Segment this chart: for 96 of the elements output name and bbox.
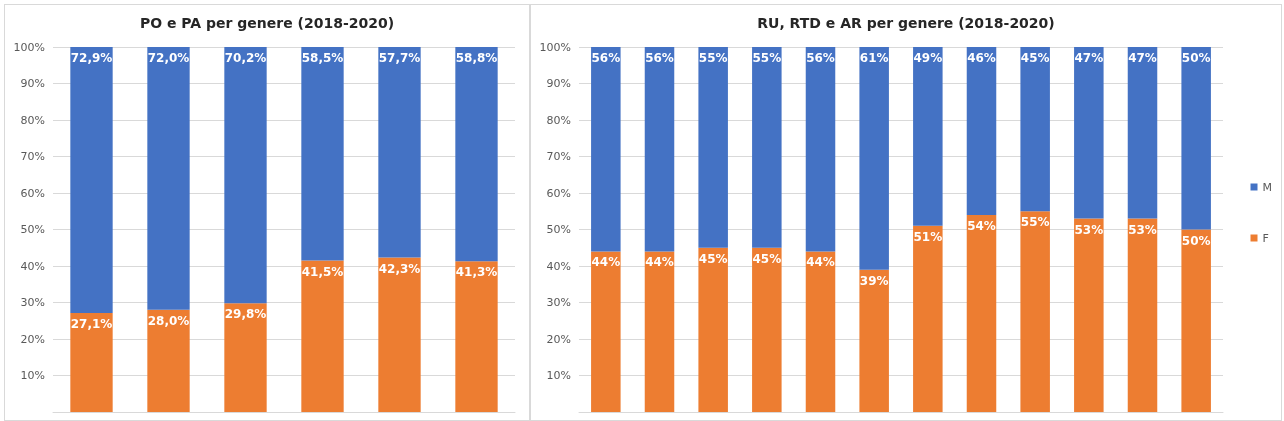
legend-label: M [1262, 180, 1273, 194]
y-tick-label: 90% [546, 77, 571, 90]
data-label: 45% [752, 251, 782, 266]
bar [805, 47, 836, 252]
data-label: 55% [752, 51, 782, 65]
data-label: 55% [698, 51, 728, 65]
bar [455, 47, 498, 262]
y-tick-label: 30% [546, 296, 571, 309]
bar [147, 47, 190, 310]
data-label: 53% [1074, 222, 1104, 237]
data-label: 50% [1181, 51, 1211, 65]
bar [378, 257, 421, 412]
bar [913, 225, 943, 412]
data-label: 72,9% [70, 51, 113, 65]
bar [591, 47, 621, 252]
data-label: 53% [1128, 222, 1157, 237]
bar [1127, 47, 1158, 219]
y-tick-label: 10% [20, 369, 45, 382]
bar [1020, 47, 1050, 212]
data-label: 70,2% [224, 51, 267, 65]
y-tick-label: 70% [546, 150, 571, 163]
bar [1074, 47, 1104, 219]
y-tick-label: 20% [20, 332, 45, 346]
y-tick-label: 10% [546, 369, 571, 382]
y-tick-label: 100% [539, 40, 571, 54]
data-label: 72,0% [147, 51, 190, 65]
bar [859, 269, 889, 412]
data-label: 56% [645, 51, 674, 65]
bar [378, 47, 421, 258]
bar [752, 247, 782, 412]
data-label: 41,5% [301, 264, 344, 279]
bar [1127, 218, 1158, 412]
data-label: 44% [645, 255, 674, 270]
y-tick-label: 80% [20, 113, 45, 127]
bar [644, 47, 675, 252]
data-label: 46% [967, 51, 996, 65]
y-tick-label: 50% [546, 223, 571, 236]
data-label: 41,3% [455, 265, 498, 280]
y-tick-label: 20% [546, 332, 571, 346]
bar [698, 247, 728, 412]
y-tick-label: 30% [20, 296, 45, 309]
y-tick-label: 80% [546, 113, 571, 127]
data-label: 56% [806, 51, 835, 65]
bar [805, 251, 836, 412]
bar [644, 251, 675, 412]
bar [224, 47, 267, 304]
data-label: 58,8% [455, 51, 498, 65]
bar [301, 47, 344, 261]
bar [70, 47, 113, 314]
chart-title: PO e PA per genere (2018-2020) [139, 15, 395, 31]
data-label: 58,5% [301, 51, 344, 65]
data-label: 51% [913, 229, 943, 244]
data-label: 50% [1181, 233, 1211, 248]
y-tick-label: 90% [20, 77, 45, 90]
data-label: 29,8% [224, 307, 267, 322]
bar [455, 261, 498, 412]
y-tick-label: 40% [20, 259, 45, 273]
bar [966, 47, 997, 215]
bar [966, 214, 997, 412]
data-label: 44% [806, 255, 835, 270]
bar [1181, 47, 1211, 230]
bar [147, 309, 190, 412]
bar [1074, 218, 1104, 412]
data-label: 47% [1074, 51, 1104, 65]
data-label: 47% [1128, 51, 1157, 65]
data-label: 39% [859, 273, 889, 288]
bar [70, 313, 113, 412]
data-label: 56% [591, 51, 621, 65]
data-label: 27,1% [70, 317, 113, 332]
bar [301, 260, 344, 412]
y-tick-label: 100% [13, 40, 45, 54]
y-tick-label: 40% [546, 259, 571, 273]
y-tick-label: 70% [20, 150, 45, 163]
bar [913, 47, 943, 226]
data-label: 44% [591, 255, 621, 270]
data-label: 49% [913, 51, 943, 65]
data-label: 42,3% [378, 261, 421, 276]
y-tick-label: 60% [546, 186, 571, 200]
bar [859, 47, 889, 270]
data-label: 61% [859, 51, 889, 65]
bar [752, 47, 782, 248]
bar [698, 47, 728, 248]
data-label: 55% [1020, 215, 1050, 230]
bar [1020, 211, 1050, 412]
y-tick-label: 60% [20, 186, 45, 200]
data-label: 45% [1020, 51, 1050, 65]
bar [1181, 229, 1211, 412]
data-label: 54% [967, 218, 996, 233]
chart-title: RU, RTD e AR per genere (2018-2020) [757, 15, 1055, 31]
bar [591, 251, 621, 412]
data-label: 57,7% [378, 51, 421, 65]
bar [224, 303, 267, 412]
data-label: 28,0% [147, 313, 190, 328]
data-label: 45% [698, 251, 728, 266]
legend-label: F [1262, 231, 1269, 245]
y-tick-label: 50% [20, 223, 45, 236]
